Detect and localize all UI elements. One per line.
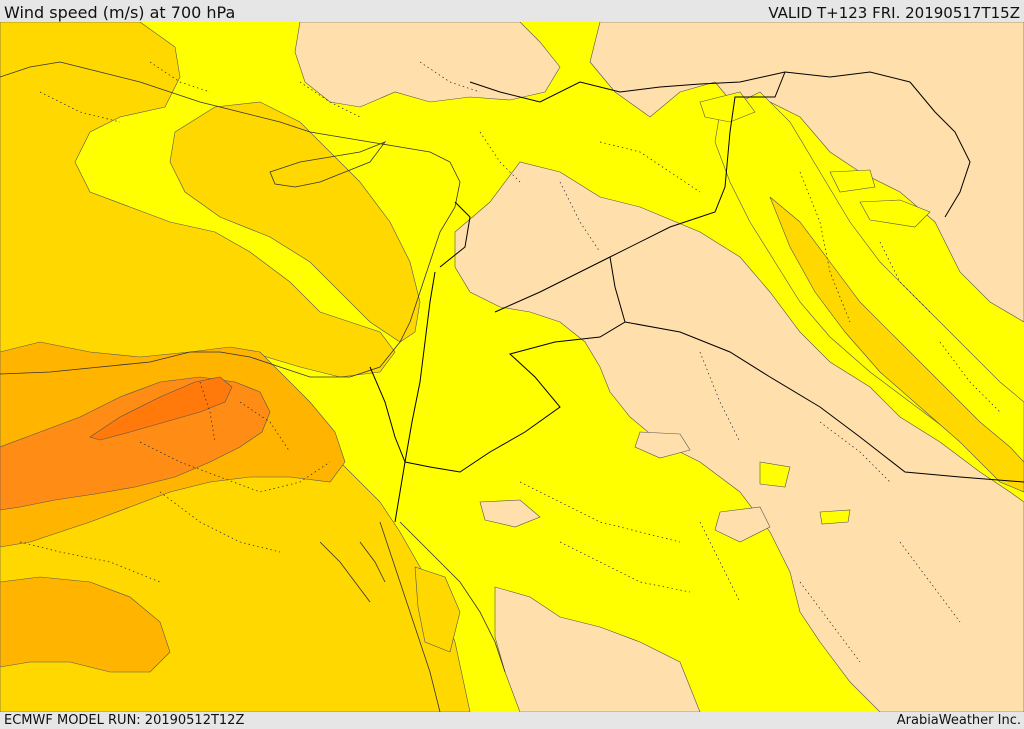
light-wind-patch-2	[859, 199, 931, 228]
border-turkey-syria	[469, 71, 911, 103]
calm-patch-2	[634, 431, 691, 459]
moderate-wind-band-east	[769, 196, 1024, 493]
province-boundaries-north	[39, 61, 521, 183]
calm-region-south	[494, 586, 701, 712]
calm-region-north	[294, 22, 561, 108]
border-israel-jordan	[404, 271, 436, 463]
light-wind-patch-3	[699, 91, 756, 123]
header-bar: Wind speed (m/s) at 700 hPa VALID T+123 …	[0, 0, 1024, 22]
calm-patch-3	[714, 506, 771, 543]
border-lebanon-syria	[439, 201, 471, 268]
map-title: Wind speed (m/s) at 700 hPa	[4, 3, 236, 22]
wind-map	[0, 22, 1024, 712]
light-wind-patch-1	[829, 169, 876, 193]
model-run: ECMWF MODEL RUN: 20190512T12Z	[4, 713, 245, 728]
border-syria-iraq	[494, 71, 786, 313]
calm-patch-1	[479, 499, 541, 528]
moderate-wind-north-central	[169, 101, 421, 343]
valid-time: VALID T+123 FRI. 20190517T15Z	[768, 4, 1020, 22]
strongest-wind-core	[89, 376, 233, 441]
coastline-cyprus	[269, 141, 387, 188]
calm-region-center	[454, 161, 1024, 712]
coastline-red-sea	[379, 521, 506, 712]
calm-region-east	[589, 22, 1024, 323]
moderate-wind-patch-red-sea	[414, 566, 461, 653]
footer-bar: ECMWF MODEL RUN: 20190512T12Z ArabiaWeat…	[0, 712, 1024, 729]
credit-text: ArabiaWeather Inc.	[896, 713, 1021, 728]
border-egypt-israel	[369, 366, 406, 523]
border-saudi-iraq	[624, 321, 1024, 483]
province-boundaries-west	[19, 381, 331, 583]
fresh-wind-region-south	[0, 576, 171, 673]
light-wind-patch-5	[819, 509, 851, 525]
coastline-mediterranean	[0, 61, 461, 378]
light-wind-patch-4	[759, 461, 791, 488]
province-boundaries-east	[559, 141, 1001, 483]
border-turkey-iran	[909, 81, 971, 218]
coastline-gulf-suez	[319, 541, 386, 603]
